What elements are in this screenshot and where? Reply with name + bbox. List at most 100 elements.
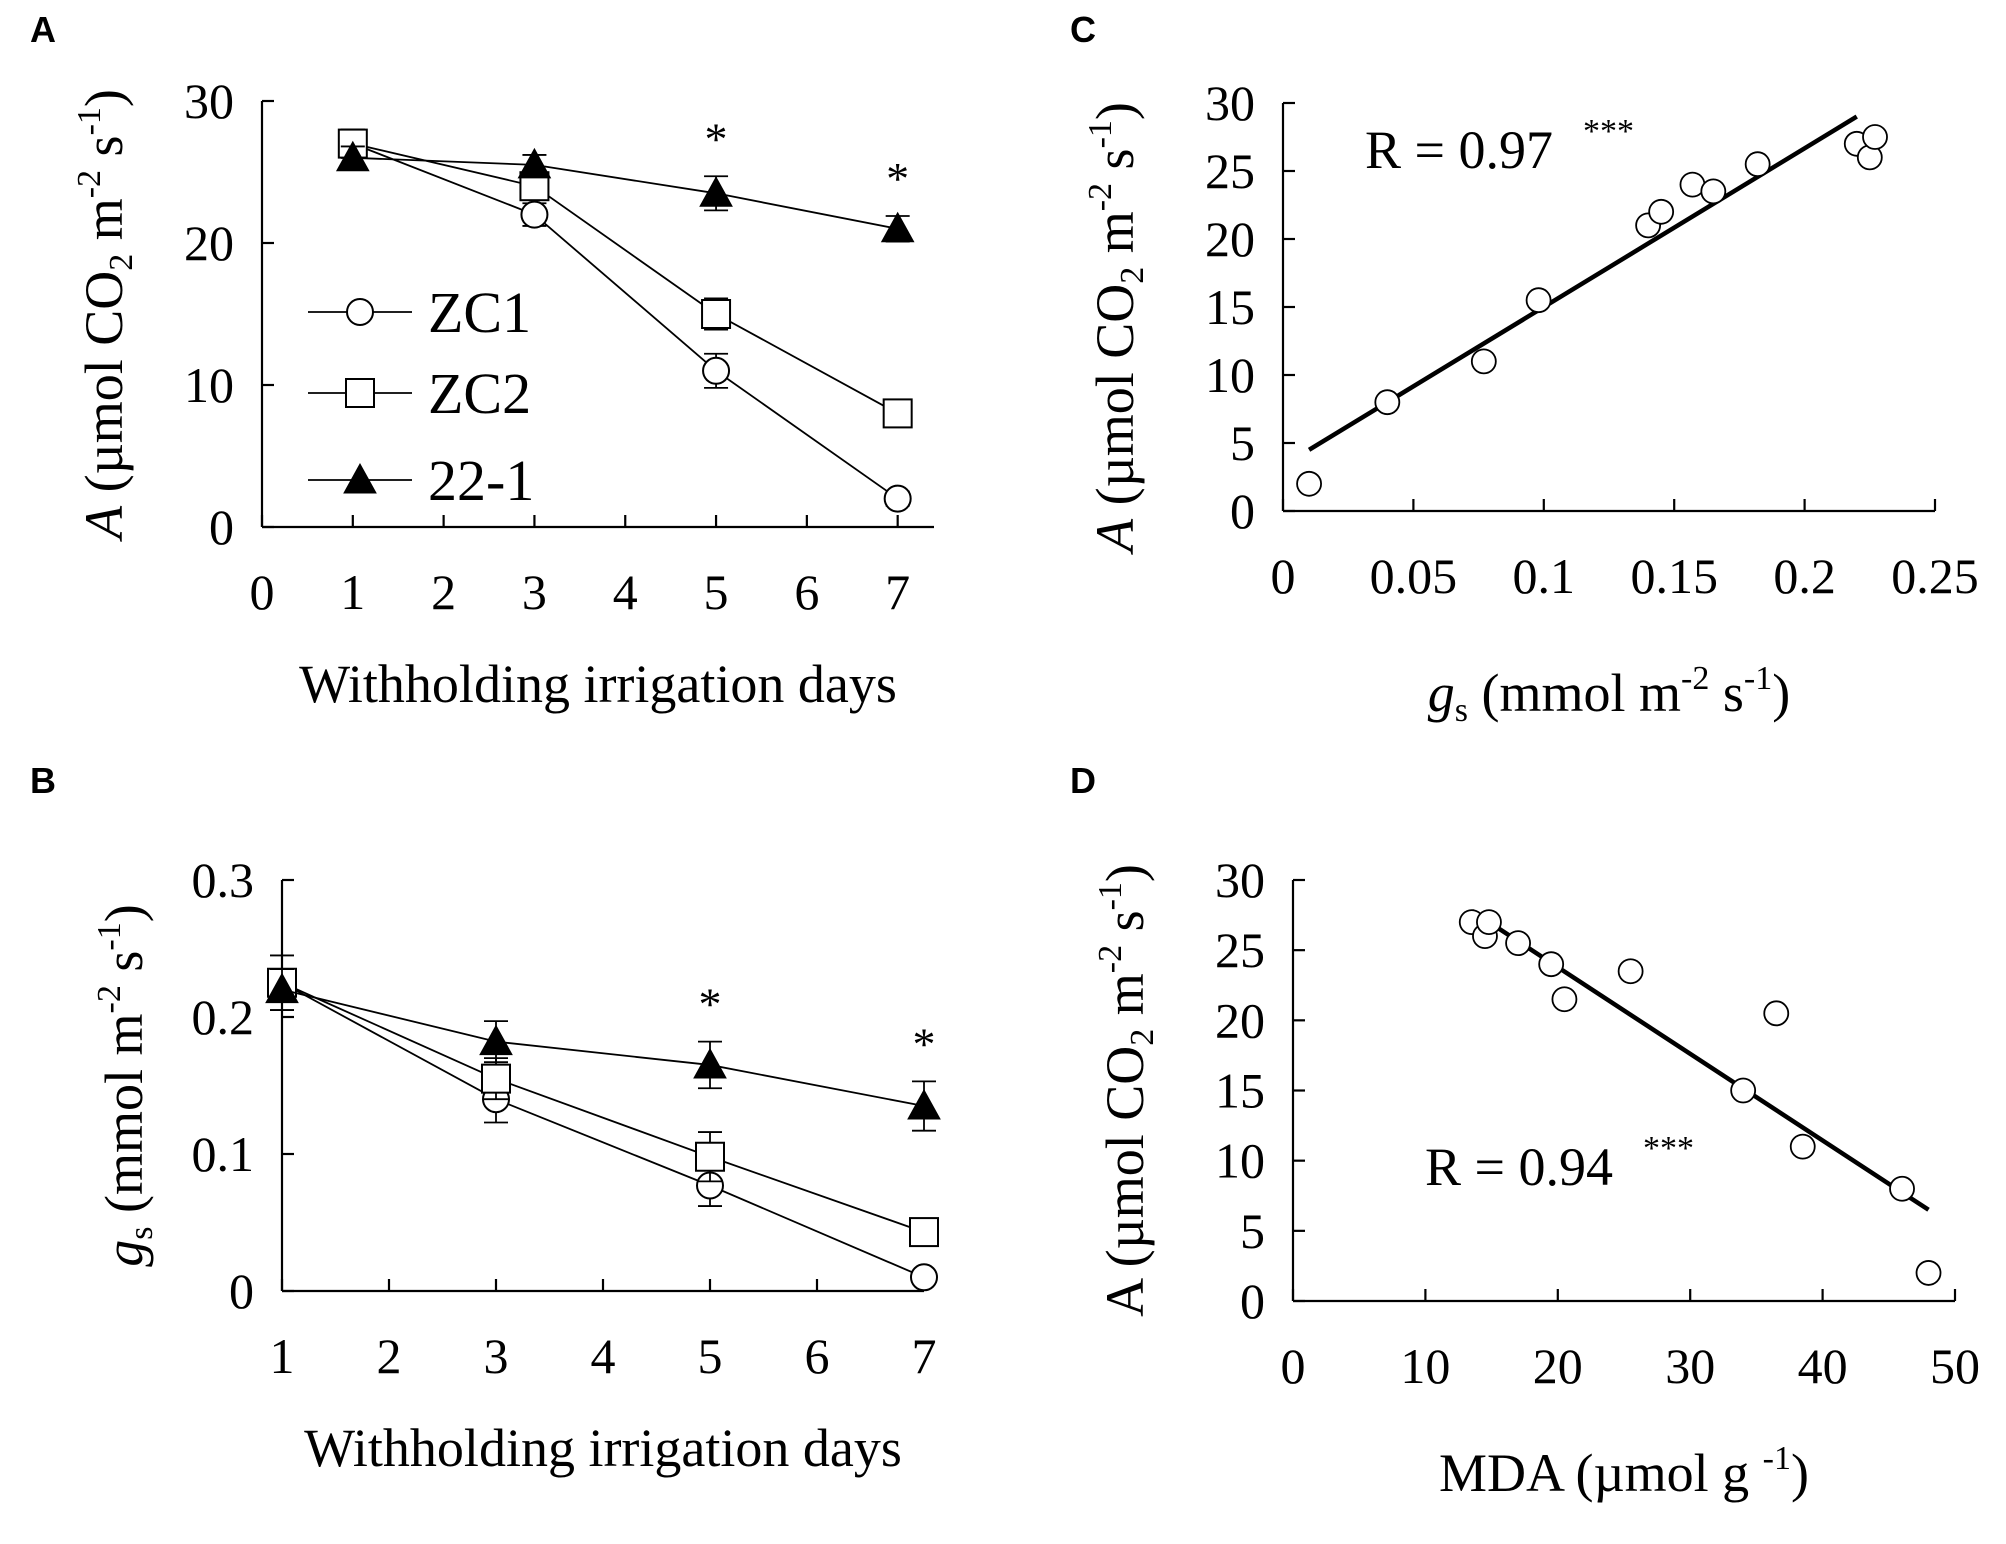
significance-star: * <box>886 153 909 204</box>
y-axis-label: gs (mmol m-2 s-1) <box>91 904 160 1266</box>
y-axis-label-part: -2 <box>91 985 128 1013</box>
x-tick-label: 10 <box>1400 1338 1450 1394</box>
x-axis-label: Withholding irrigation days <box>299 654 897 714</box>
x-tick-label: 50 <box>1930 1338 1980 1394</box>
x-tick-label: 6 <box>805 1328 830 1384</box>
legend: ZC1 ZC2 22-1 <box>308 280 534 513</box>
panel-label: D <box>1070 760 1096 801</box>
scatter-points <box>1296 124 1888 497</box>
x-axis-label-part: -1 <box>1744 660 1772 697</box>
y-axis-label-part: ) <box>74 89 134 107</box>
x-tick-label: 0.2 <box>1773 548 1836 604</box>
data-point <box>1551 986 1578 1013</box>
x-tick-label: 5 <box>698 1328 723 1384</box>
y-axis-label-part: (µmol CO <box>74 271 134 506</box>
series-line <box>281 981 925 1233</box>
y-tick-label: 15 <box>1215 1063 1265 1119</box>
panel-a: A 0 10 20 30 0 1 2 3 4 5 6 7 Withholding irrigation d… <box>30 9 934 714</box>
x-tick-label: 2 <box>431 564 456 620</box>
y-tick-label: 0.3 <box>192 852 255 908</box>
data-point <box>1538 951 1565 978</box>
data-point <box>882 398 913 429</box>
y-axis-label-part: ) <box>1085 102 1145 120</box>
y-axis-label: A (µmol CO2 m-2 s-1) <box>71 89 140 542</box>
data-point <box>520 200 549 229</box>
x-tick-label: 30 <box>1665 1338 1715 1394</box>
data-point <box>701 299 732 329</box>
correlation-text: R = 0.94 <box>1425 1137 1613 1197</box>
data-point <box>1525 287 1552 314</box>
correlation-annotation: R = 0.94 *** <box>1425 1130 1694 1197</box>
data-point <box>1700 178 1727 205</box>
x-tick-label: 0.1 <box>1513 548 1576 604</box>
x-axis-label: MDA (µmol g -1) <box>1439 1440 1809 1503</box>
y-axis-label-part: -2 <box>71 170 108 198</box>
data-point <box>702 356 731 385</box>
y-tick-label: 30 <box>184 73 234 129</box>
data-point <box>1617 958 1644 985</box>
x-tick-label: 3 <box>522 564 547 620</box>
x-tick-label: 5 <box>704 564 729 620</box>
series-zc2 <box>267 954 939 1248</box>
y-axis-label-part: A (µmol CO <box>1095 1046 1155 1317</box>
x-tick-label: 0.05 <box>1370 548 1458 604</box>
scatter-points <box>1458 909 1942 1286</box>
y-axis-label: A (µmol CO2 m-2 s-1) <box>1092 864 1161 1317</box>
y-axis-label-part: -1 <box>91 922 128 950</box>
data-point <box>880 211 915 243</box>
x-tick-label: 0 <box>250 564 275 620</box>
y-axis-label-part: m <box>1085 211 1145 267</box>
y-axis-label-text: A (µmol CO2 m-2 s-1) <box>1082 102 1151 555</box>
correlation-annotation: R = 0.97 *** <box>1365 113 1634 180</box>
y-axis-label-part: ) <box>1095 864 1155 882</box>
y-axis-label-part: s <box>1085 148 1145 183</box>
data-point <box>1374 389 1401 416</box>
panel-label: C <box>1070 9 1096 50</box>
y-axis-label-text: gs (mmol m-2 s-1) <box>91 904 160 1266</box>
data-point <box>1862 124 1888 150</box>
y-axis-label-part: -2 <box>1092 945 1129 973</box>
y-axis-label-part: s <box>74 135 134 170</box>
panel-label: B <box>30 760 56 801</box>
y-axis-label-part: -1 <box>1082 120 1119 148</box>
y-axis-label-part: m <box>74 198 134 254</box>
x-tick-label: 20 <box>1533 1338 1583 1394</box>
data-point <box>1789 1133 1816 1160</box>
y-axis-label-part: 2 <box>1114 267 1151 284</box>
y-tick-label: 10 <box>1215 1133 1265 1189</box>
legend-label: 22-1 <box>428 448 534 513</box>
legend-marker <box>345 378 375 408</box>
series-zc1 <box>268 954 938 1292</box>
y-axis-label-part: 2 <box>103 254 140 271</box>
data-point <box>517 147 552 179</box>
x-axis-label-text: gs (mmol m-2 s-1) <box>1428 660 1790 729</box>
y-tick-label: 0.2 <box>192 989 255 1045</box>
correlation-text: R = 0.97 <box>1365 120 1553 180</box>
x-tick-label: 0.15 <box>1630 548 1718 604</box>
x-axis-label-part: g <box>1428 663 1455 723</box>
x-tick-label: 6 <box>794 564 819 620</box>
y-tick-label: 0 <box>229 1263 254 1319</box>
data-point <box>909 1217 939 1248</box>
x-tick-label: 1 <box>270 1328 295 1384</box>
x-axis-label-text: MDA (µmol g -1) <box>1439 1440 1809 1503</box>
significance-star: * <box>913 1018 936 1069</box>
data-point <box>481 1063 511 1094</box>
x-tick-label: 7 <box>885 564 910 620</box>
x-tick-label: 4 <box>591 1328 616 1384</box>
y-tick-label: 30 <box>1205 75 1255 131</box>
data-point <box>1744 151 1771 178</box>
y-tick-label: 0 <box>209 499 234 555</box>
data-point <box>883 484 912 513</box>
y-axis-label-part: -1 <box>71 107 108 135</box>
data-point <box>1470 348 1497 375</box>
data-point <box>1730 1077 1757 1104</box>
x-axis-label-part: ) <box>1791 1443 1809 1503</box>
series-line <box>352 142 899 500</box>
y-axis-label-part: -2 <box>1082 183 1119 211</box>
x-tick-label: 0 <box>1271 548 1296 604</box>
data-point <box>699 176 733 207</box>
y-tick-label: 20 <box>184 215 234 271</box>
x-axis-label: gs (mmol m-2 s-1) <box>1428 660 1790 729</box>
